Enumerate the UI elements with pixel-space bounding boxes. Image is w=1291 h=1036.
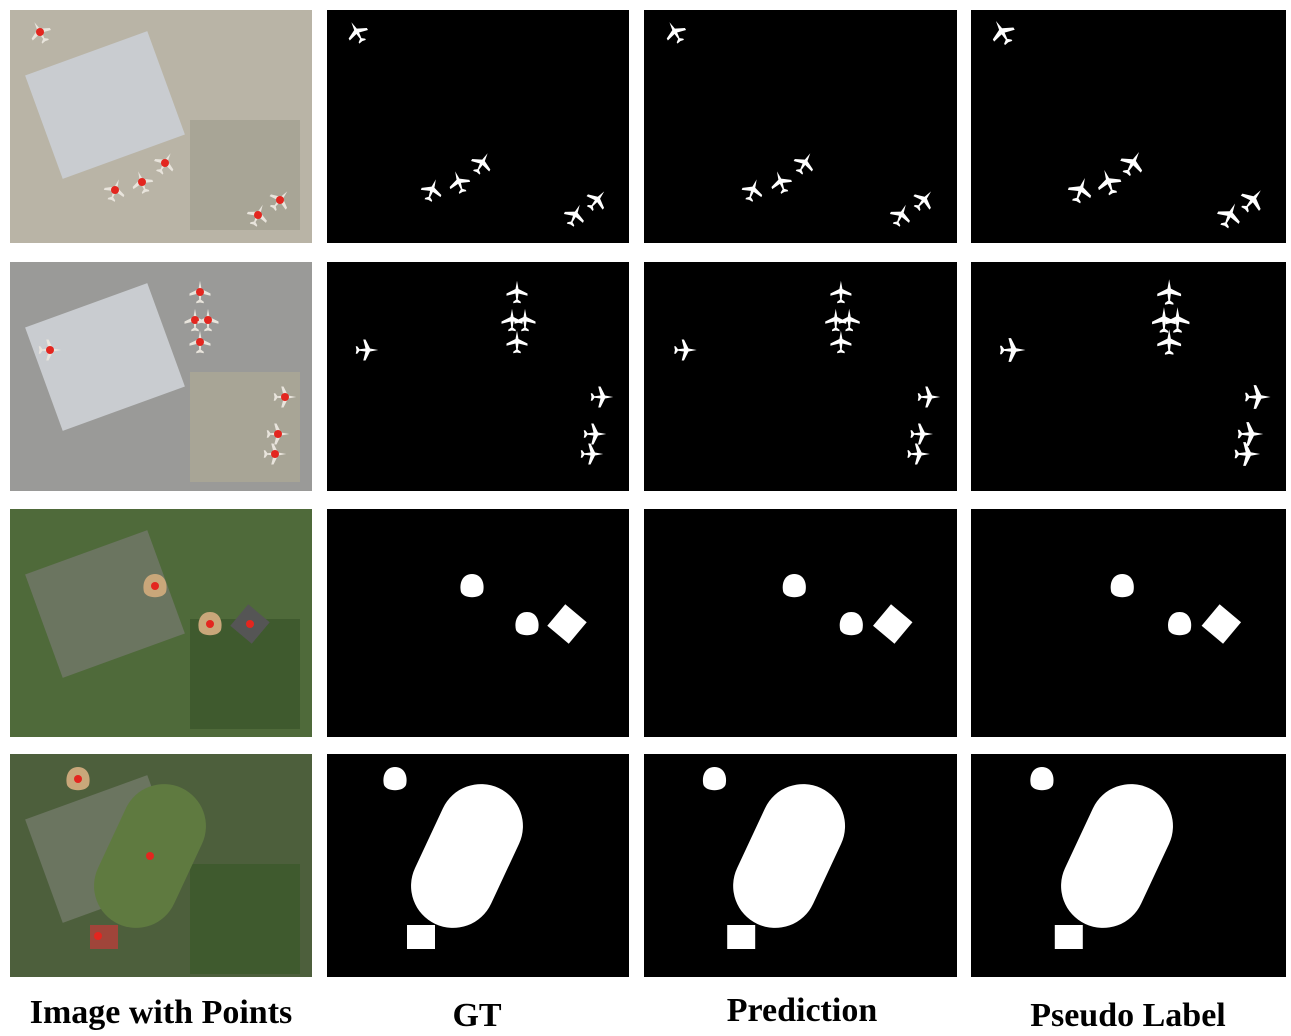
panel-background — [644, 262, 957, 491]
figure: Image with Points GT Prediction Pseudo L… — [0, 0, 1291, 1036]
object — [703, 767, 726, 790]
point — [146, 852, 154, 860]
panel-background — [971, 262, 1286, 491]
panel-grid — [10, 10, 1286, 977]
point — [206, 620, 214, 628]
mask-image — [971, 754, 1286, 977]
column-label: Pseudo Label — [1030, 997, 1226, 1034]
object — [1030, 767, 1053, 790]
mask-image — [644, 754, 957, 977]
mask-image — [327, 262, 629, 491]
ground — [190, 120, 300, 230]
point — [276, 196, 284, 204]
mask-image — [971, 509, 1286, 737]
point — [254, 211, 262, 219]
object — [407, 925, 435, 949]
point — [94, 932, 102, 940]
aerial-image — [10, 262, 312, 491]
point — [196, 288, 204, 296]
aerial-image — [10, 754, 312, 977]
object — [460, 574, 483, 597]
mask-image — [644, 262, 957, 491]
panel-background — [327, 10, 629, 243]
object — [1055, 925, 1083, 949]
point — [281, 393, 289, 401]
object — [515, 612, 538, 635]
object — [1111, 574, 1134, 597]
point — [246, 620, 254, 628]
point — [111, 186, 119, 194]
aerial-image — [10, 509, 312, 737]
point — [274, 430, 282, 438]
column-label: GT — [452, 997, 501, 1034]
object — [1168, 612, 1191, 635]
mask-image — [327, 509, 629, 737]
mask-image — [644, 509, 957, 737]
aerial-image — [10, 10, 312, 243]
point — [151, 582, 159, 590]
point — [138, 178, 146, 186]
object — [783, 574, 806, 597]
point — [271, 450, 279, 458]
panel-background — [971, 10, 1286, 243]
mask-image — [644, 10, 957, 243]
panel-background — [327, 262, 629, 491]
point — [196, 338, 204, 346]
point — [74, 775, 82, 783]
point — [161, 159, 169, 167]
object — [840, 612, 863, 635]
column-label: Prediction — [727, 992, 878, 1029]
object — [383, 767, 406, 790]
point — [204, 316, 212, 324]
mask-image — [327, 10, 629, 243]
point — [46, 346, 54, 354]
mask-image — [971, 10, 1286, 243]
mask-image — [327, 754, 629, 977]
point — [36, 28, 44, 36]
column-label: Image with Points — [30, 994, 293, 1031]
object — [727, 925, 755, 949]
mask-image — [971, 262, 1286, 491]
ground — [190, 864, 300, 974]
panel-background — [644, 10, 957, 243]
